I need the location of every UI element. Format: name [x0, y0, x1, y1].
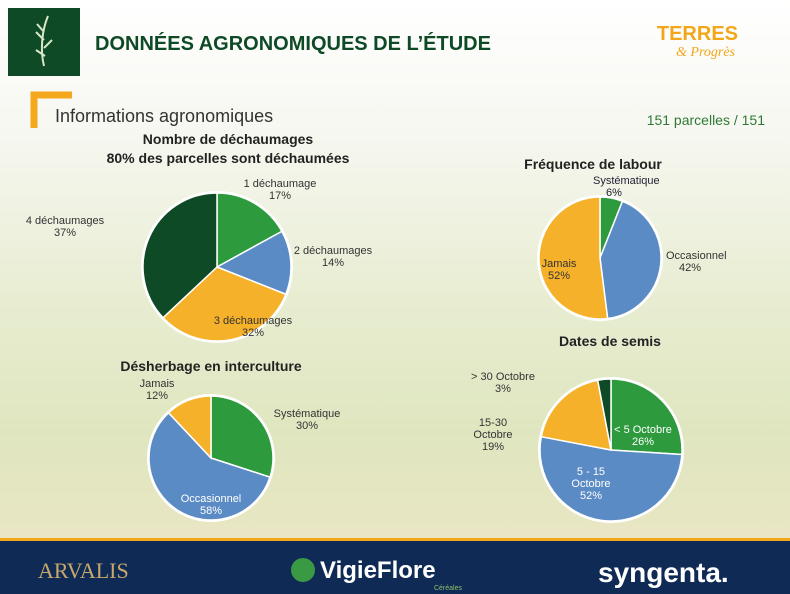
chart-title: Désherbage en interculture — [120, 358, 301, 374]
slice-value: 19% — [468, 441, 518, 453]
slice-category: Systématique — [267, 408, 347, 420]
chart-title: Fréquence de labour — [524, 156, 662, 172]
slice-category: 3 déchaumages — [213, 315, 293, 327]
vigie-icon — [291, 558, 315, 582]
footer-vigieflore: VigieFlore — [320, 557, 436, 584]
slice-category: > 30 Octobre — [463, 371, 543, 383]
slice-category: Occasionnel — [666, 250, 714, 262]
parcel-count: 151 parcelles / 151 — [647, 112, 766, 128]
slice-category: Jamais — [534, 258, 584, 270]
footer-cereales: Céréales — [434, 585, 463, 592]
footer-arvalis: ARVALIS — [38, 558, 129, 583]
footer-line — [0, 538, 790, 541]
slice-value: 3% — [463, 383, 543, 395]
slide-title: DONNÉES AGRONOMIQUES DE L’ÉTUDE — [95, 32, 491, 55]
slice-category: 15-30 Octobre — [468, 417, 518, 441]
slice-value: 26% — [613, 436, 673, 448]
logo-progres: & Progrès — [676, 45, 736, 60]
slice-value: 12% — [127, 390, 187, 402]
section-title: Informations agronomiques — [55, 106, 273, 126]
slice-value: 52% — [561, 490, 621, 502]
slice-category: 2 déchaumages — [293, 245, 373, 257]
slice-category: Occasionnel — [171, 493, 251, 505]
slice-category: Systématique — [593, 175, 635, 187]
slice-value: 52% — [534, 270, 584, 282]
slice-category: < 5 Octobre — [613, 424, 673, 436]
slice-value: 17% — [240, 190, 320, 202]
background: DONNÉES AGRONOMIQUES DE L’ÉTUDE TERRES &… — [0, 0, 790, 594]
chart-subtitle: 80% des parcelles sont déchaumées — [107, 150, 350, 166]
chart-title: Dates de semis — [559, 333, 661, 349]
logo-terres: TERRES — [657, 23, 738, 45]
slice-category: 5 - 15 Octobre — [561, 466, 621, 490]
slice-value: 6% — [593, 187, 635, 199]
slice-value: 37% — [25, 227, 105, 239]
slice-value: 32% — [213, 327, 293, 339]
slice-value: 58% — [171, 505, 251, 517]
slice-value: 42% — [666, 262, 714, 274]
slice-category: Jamais — [127, 378, 187, 390]
footer-syngenta: syngenta. — [598, 557, 729, 588]
slice-category: 4 déchaumages — [25, 215, 105, 227]
slice-category: 1 déchaumage — [240, 178, 320, 190]
chart-title: Nombre de déchaumages — [143, 131, 313, 147]
slice-value: 14% — [293, 257, 373, 269]
slide: DONNÉES AGRONOMIQUES DE L’ÉTUDE TERRES &… — [0, 0, 790, 594]
slice-value: 30% — [267, 420, 347, 432]
